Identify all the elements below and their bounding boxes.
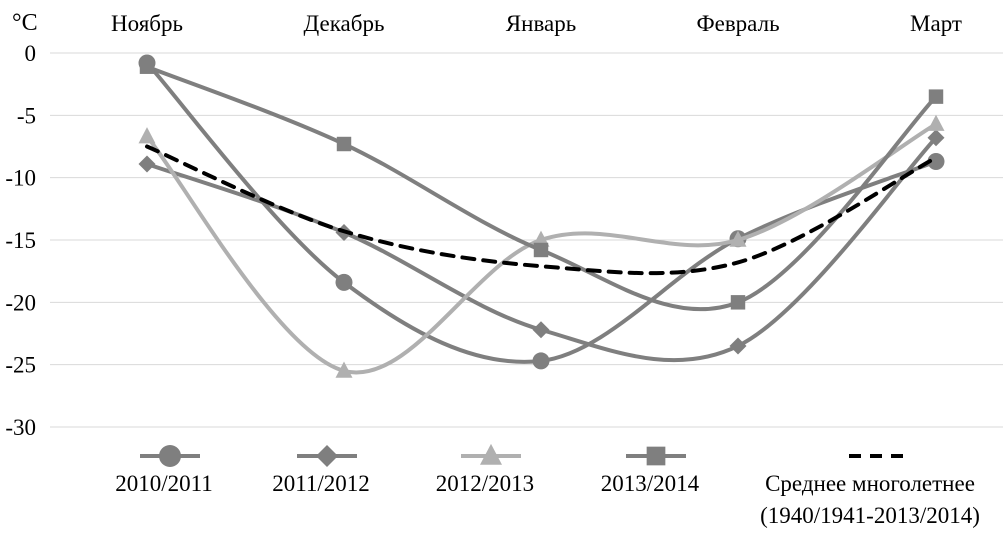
data-point — [138, 127, 156, 144]
data-point — [532, 352, 550, 370]
legend-label: 2012/2013 — [436, 471, 534, 496]
legend-marker — [646, 446, 666, 466]
data-point — [927, 152, 945, 170]
x-category-label: Ноябрь — [111, 11, 183, 36]
legend-item-2: 2011/2012 — [272, 445, 370, 496]
legend-item-3: 2012/2013 — [436, 443, 534, 496]
legend-marker — [316, 445, 338, 467]
y-tick-label: -5 — [17, 103, 36, 128]
legend: 2010/2011 2011/2012 2012/2013 2013/2014 Сред… — [115, 443, 980, 528]
series-line — [145, 60, 938, 364]
legend-label: 2013/2014 — [601, 471, 700, 496]
legend-marker — [159, 445, 181, 467]
series-4 — [139, 59, 944, 312]
legend-item-5: Среднее многолетнее (1940/1941-2013/2014) — [760, 454, 980, 528]
data-point — [730, 295, 746, 310]
legend-label: Среднее многолетнее — [765, 471, 975, 496]
x-category-label: Январь — [506, 11, 576, 36]
data-point — [533, 242, 549, 258]
x-category-label: Декабрь — [304, 11, 385, 36]
legend-marker — [480, 443, 502, 465]
axis-layer: °C 0 -5 -10 -15 -20 -25 -30 Ноябрь Декабрь Январь… — [5, 10, 962, 440]
legend-label: 2011/2012 — [272, 471, 370, 496]
x-category-label: Февраль — [696, 11, 779, 36]
data-point — [928, 89, 944, 104]
y-tick-label: -30 — [5, 415, 36, 440]
data-point — [336, 136, 352, 152]
data-point — [335, 273, 353, 291]
series-5 — [145, 144, 938, 276]
data-point — [927, 129, 945, 147]
legend-item-4: 2013/2014 — [601, 446, 700, 496]
data-point — [532, 321, 550, 339]
y-tick-label: -15 — [5, 228, 36, 253]
data-point — [138, 155, 156, 173]
data-point — [927, 114, 945, 131]
y-axis-unit-label: °C — [12, 10, 38, 36]
series-layer — [138, 54, 945, 378]
legend-label-line2: (1940/1941-2013/2014) — [760, 503, 980, 528]
data-point — [335, 361, 353, 378]
y-tick-label: -25 — [5, 353, 36, 378]
data-point — [139, 59, 155, 74]
series-line — [145, 144, 938, 276]
y-tick-label: -10 — [5, 166, 36, 191]
x-category-label: Март — [910, 11, 962, 36]
y-tick-label: -20 — [5, 290, 36, 315]
series-line — [145, 64, 938, 312]
legend-label: 2010/2011 — [115, 471, 213, 496]
legend-item-1: 2010/2011 — [115, 445, 213, 496]
grid-layer — [50, 52, 1003, 428]
data-point — [729, 337, 747, 355]
data-point — [729, 230, 747, 247]
y-tick-label: 0 — [25, 41, 37, 66]
